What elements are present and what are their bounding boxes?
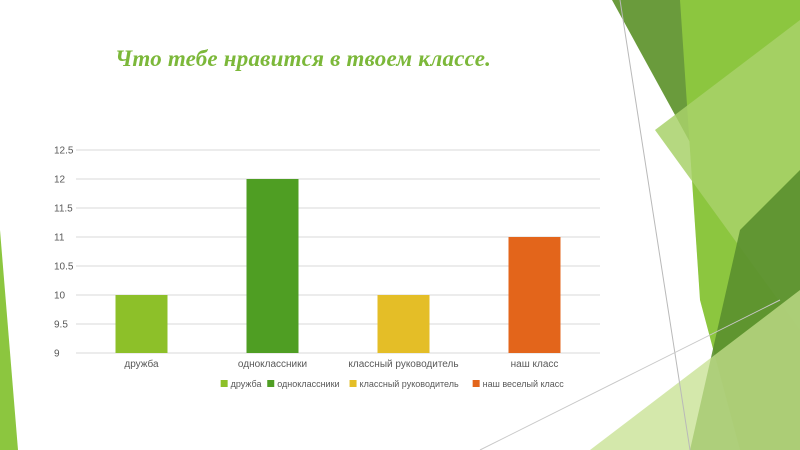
y-tick-label: 9.5 [54,320,68,331]
x-tick-label: дружба [124,358,159,370]
y-tick-label: 11.5 [54,204,73,215]
slide-title: Что тебе нравится в твоем классе. [115,46,492,71]
y-tick-label: 10.5 [54,262,74,273]
decor-shape-corner [0,230,18,450]
decor-line [619,0,691,450]
y-tick-label: 12 [54,175,66,186]
legend-swatch [472,380,480,387]
y-tick-label: 12.5 [54,146,74,157]
bar [246,179,299,353]
y-tick-label: 11 [54,233,65,244]
legend-swatch [267,380,275,387]
x-tick-label: классный руководитель [348,359,458,370]
bar [508,237,561,353]
legend-swatch [220,380,228,387]
bar [377,295,430,353]
x-tick-label: одноклассники [238,359,307,370]
bar [115,295,168,353]
legend-label: одноклассники [277,379,339,389]
y-tick-label: 10 [54,291,66,302]
legend-label: дружба [231,379,262,389]
chart: 9 9.5 10 10.5 11 11.5 12 12.5 дружба одноклассник… [54,146,600,389]
legend-swatch [349,380,357,387]
x-tick-label: наш класс [511,359,559,370]
legend-label: наш веселый класс [483,379,565,389]
decor-shape-wash [590,290,800,450]
decor-line [479,299,781,450]
legend-label: классный руководитель [360,379,459,389]
y-tick-label: 9 [54,349,60,360]
